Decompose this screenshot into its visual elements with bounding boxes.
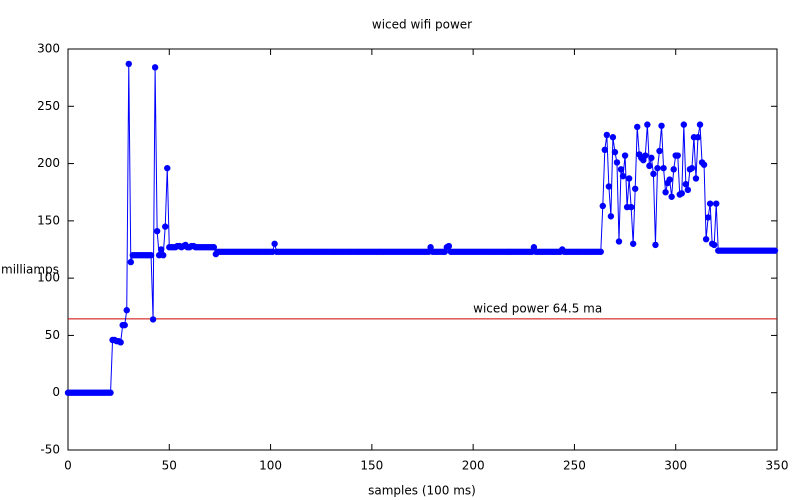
data-point (603, 131, 611, 139)
data-point (648, 154, 655, 162)
data-point (117, 339, 124, 346)
x-axis-label: samples (100 ms) (368, 484, 476, 498)
data-point (609, 134, 617, 141)
data-point (605, 183, 613, 190)
y-tick-label: 250 (37, 99, 60, 113)
data-point (162, 223, 169, 230)
y-tick-label: 200 (37, 156, 60, 170)
data-point (702, 235, 710, 243)
data-point (157, 246, 165, 253)
data-point (121, 321, 128, 329)
x-tick-label: 100 (259, 459, 282, 473)
data-point (210, 244, 218, 251)
data-point (621, 152, 629, 159)
data-point (666, 176, 673, 183)
data-point (160, 252, 167, 259)
data-point (619, 172, 627, 180)
data-point (642, 152, 649, 159)
data-point (601, 146, 609, 154)
series-line (68, 63, 775, 394)
data-point (646, 162, 653, 170)
data-point (704, 214, 712, 221)
data-point (644, 121, 651, 128)
data-point (625, 175, 633, 182)
data-point (696, 121, 704, 128)
data-point (654, 164, 661, 172)
data-point (445, 242, 453, 250)
data-point (125, 60, 132, 68)
y-tick-label: 50 (45, 328, 60, 342)
x-tick-label: 200 (462, 459, 485, 473)
x-tick-label: 0 (64, 459, 72, 473)
y-tick-label: -50 (40, 443, 60, 457)
data-point (127, 258, 134, 266)
y-tick-label: 300 (37, 42, 60, 56)
data-point (668, 193, 675, 200)
data-point (652, 241, 659, 249)
x-tick-label: 250 (563, 459, 586, 473)
x-tick-label: 350 (766, 459, 789, 473)
data-point (692, 175, 700, 182)
y-tick-label: 100 (37, 271, 60, 285)
chart-title: wiced wifi power (372, 18, 472, 32)
data-point (153, 227, 161, 235)
y-axis-label: milliamps (1, 263, 59, 277)
data-point (771, 247, 779, 254)
data-point (599, 202, 606, 210)
data-point (607, 213, 615, 220)
data-point (627, 203, 635, 211)
data-point (164, 164, 171, 172)
data-point (615, 238, 623, 245)
y-tick-label: 150 (37, 213, 60, 227)
data-point (149, 316, 157, 323)
data-point (711, 241, 718, 249)
data-point (684, 186, 692, 194)
data-point (147, 252, 155, 259)
data-point (682, 180, 690, 188)
data-point (670, 166, 677, 173)
reference-label: wiced power 64.5 ma (473, 301, 602, 315)
x-tick-label: 300 (664, 459, 687, 473)
data-point (662, 189, 669, 196)
data-point (674, 152, 681, 159)
data-point (656, 147, 663, 155)
data-point (271, 240, 278, 247)
data-point (680, 121, 688, 128)
data-point (688, 164, 696, 172)
data-point (597, 248, 604, 255)
data-point (694, 134, 702, 141)
data-point (706, 200, 714, 207)
data-point (678, 190, 685, 197)
data-point (658, 122, 665, 129)
data-point (613, 159, 621, 166)
data-point (123, 307, 130, 314)
data-point (107, 389, 114, 396)
data-point (617, 166, 625, 173)
data-point (151, 64, 159, 71)
data-point (660, 164, 667, 172)
data-point (611, 148, 619, 156)
y-tick-label: 0 (52, 385, 60, 399)
data-point (700, 161, 708, 168)
data-point (632, 185, 639, 192)
data-point (634, 123, 641, 131)
x-tick-label: 150 (360, 459, 383, 473)
data-point (650, 170, 657, 178)
x-tick-label: 50 (162, 459, 177, 473)
data-point (629, 240, 637, 247)
data-point (713, 200, 720, 207)
